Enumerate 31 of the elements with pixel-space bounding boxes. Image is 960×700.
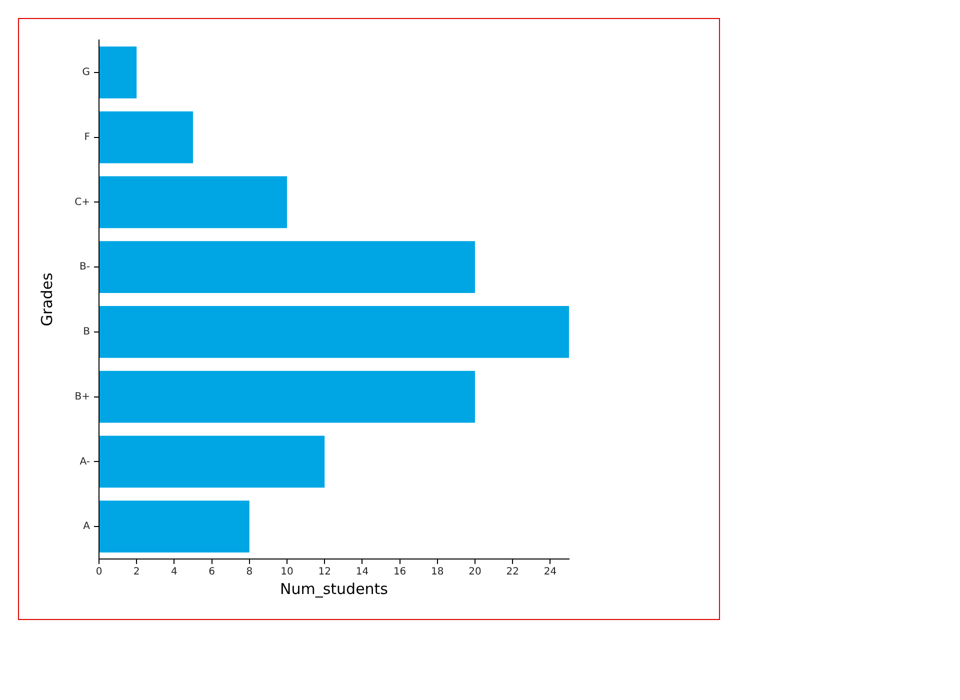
bar — [100, 111, 193, 164]
y-axis-title: Grades — [38, 272, 56, 326]
x-tick-label: 2 — [133, 566, 140, 578]
y-tick-label: A — [83, 521, 90, 532]
y-tick-label: B — [83, 326, 90, 338]
x-tick-label: 10 — [280, 566, 294, 578]
x-tick-label: 8 — [246, 566, 253, 578]
bar — [100, 500, 250, 553]
x-tick-label: 20 — [468, 566, 482, 578]
x-tick-label: 0 — [96, 566, 102, 578]
y-tick-label: B+ — [74, 391, 90, 402]
y-tick-label: A- — [80, 456, 90, 468]
x-tick-label: 18 — [431, 566, 444, 578]
x-tick-label: 6 — [208, 566, 215, 578]
bar — [100, 46, 137, 98]
bar — [100, 436, 325, 488]
y-tick-label: B- — [80, 262, 90, 273]
x-tick-label: 4 — [171, 566, 178, 578]
x-tick-label: 22 — [506, 566, 519, 578]
bar — [100, 306, 569, 358]
y-tick-label: G — [82, 67, 90, 78]
y-tick-label: C+ — [74, 196, 90, 208]
x-tick-label: 12 — [318, 566, 331, 578]
x-tick-label: 14 — [356, 566, 369, 578]
x-axis-title: Num_students — [280, 580, 388, 598]
bar — [100, 176, 287, 228]
bar — [100, 241, 475, 294]
bar — [100, 370, 475, 423]
y-tick-label: F — [84, 132, 90, 143]
x-tick-label: 24 — [544, 566, 557, 578]
x-tick-label: 16 — [393, 566, 406, 578]
